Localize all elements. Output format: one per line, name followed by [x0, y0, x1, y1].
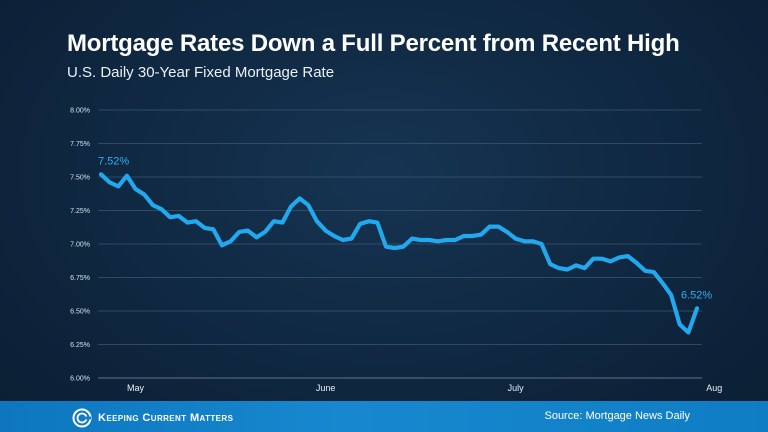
y-tick-label: 6.00%: [70, 376, 90, 383]
data-label: 7.52%: [98, 155, 129, 167]
kcm-logo-icon: [72, 408, 92, 428]
source-note: Source: Mortgage News Daily: [544, 410, 690, 422]
data-label: 6.52%: [681, 289, 712, 301]
brand: Keeping Current Matters: [72, 408, 233, 428]
x-tick-label: Aug: [706, 383, 722, 393]
y-tick-label: 7.00%: [70, 242, 90, 249]
y-tick-label: 8.00%: [70, 108, 90, 115]
y-tick-label: 7.75%: [70, 141, 90, 148]
chart-subtitle: U.S. Daily 30-Year Fixed Mortgage Rate: [67, 64, 335, 81]
chart-title: Mortgage Rates Down a Full Percent from …: [67, 30, 680, 57]
y-tick-label: 6.50%: [70, 309, 90, 316]
x-tick-label: May: [127, 383, 145, 393]
brand-name: Keeping Current Matters: [98, 412, 234, 424]
x-tick-label: July: [508, 383, 525, 393]
y-tick-label: 6.25%: [70, 342, 90, 349]
y-tick-label: 7.25%: [70, 208, 90, 215]
footer-bar: Keeping Current Matters Source: Mortgage…: [0, 401, 768, 432]
x-tick-label: June: [316, 383, 336, 393]
y-tick-label: 6.75%: [70, 275, 90, 282]
series-line: [98, 172, 700, 335]
y-tick-label: 7.50%: [70, 175, 90, 182]
line-chart: 6.00% 6.25% 6.50% 6.75% 7.00% 7.25% 7.50% 7.75%…: [70, 108, 722, 394]
